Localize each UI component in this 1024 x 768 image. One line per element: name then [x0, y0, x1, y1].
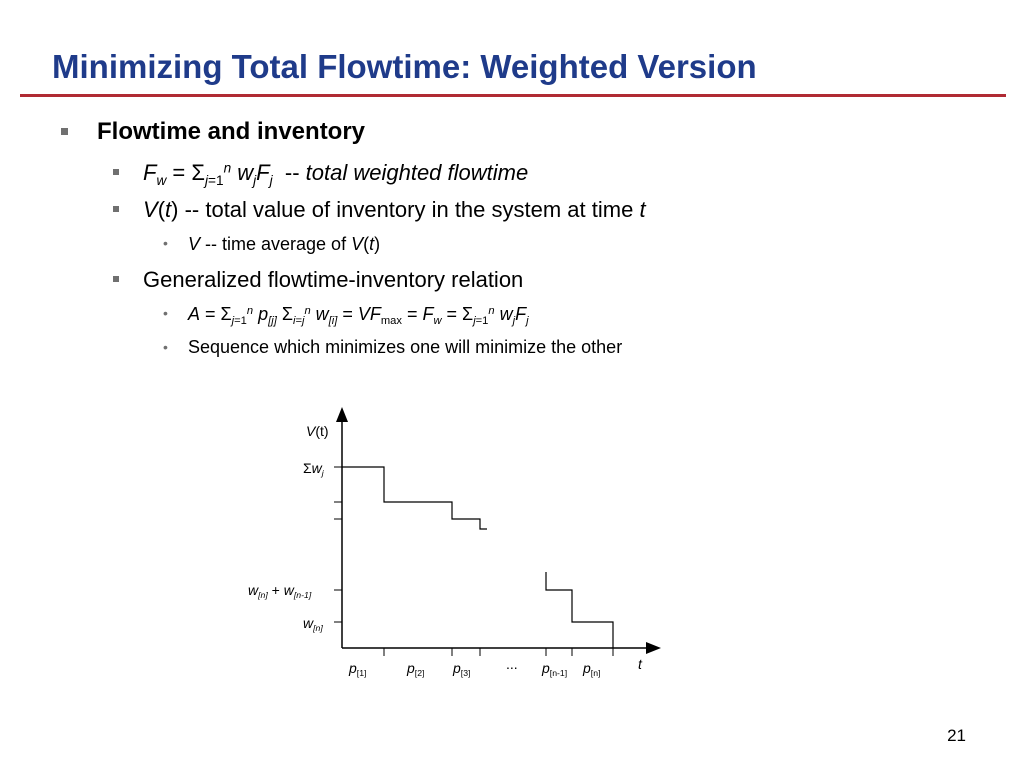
- sigma-symbol: Σ: [191, 160, 205, 185]
- bullet-flowtime-inventory: Flowtime and inventory: [97, 118, 366, 145]
- bullet-generalized-relation: Generalized flowtime-inventory relation: [143, 267, 524, 292]
- bullet-weighted-flowtime: Fw = Σj=1n wjFj -- total weighted flowti…: [143, 160, 529, 188]
- x-label-ellipsis: ...: [506, 656, 518, 672]
- sigma-symbol: Σ: [303, 460, 312, 476]
- step-line-right: [545, 572, 614, 648]
- x-label-pn: p[n]: [583, 660, 601, 679]
- y-label-wn: w[n]: [303, 615, 323, 634]
- bullet-dot-icon: •: [163, 235, 168, 251]
- slide-title: Minimizing Total Flowtime: Weighted Vers…: [52, 48, 757, 85]
- sigma-symbol: Σ: [220, 304, 232, 324]
- x-label-pn1: p[n-1]: [542, 660, 568, 679]
- bullet-square-icon: [113, 206, 119, 212]
- page-number: 21: [947, 726, 966, 745]
- sigma-symbol: Σ: [462, 304, 474, 324]
- bullet-square-icon: [113, 276, 119, 282]
- bullet-square-icon: [113, 169, 119, 175]
- x-label-p1: p[1]: [349, 660, 367, 679]
- bullet-dot-icon: •: [163, 305, 168, 321]
- y-axis-label: V(t): [306, 423, 329, 439]
- bullet-square-icon: [61, 128, 68, 135]
- bullet-inventory-value: V(t) -- total value of inventory in the …: [143, 197, 646, 222]
- bullet-area-formula: A = Σj=1n p[j] Σi=jn w[i] = VFmax = Fw =…: [188, 304, 529, 327]
- bullet-sequence: Sequence which minimizes one will minimi…: [188, 337, 623, 357]
- title-divider: [20, 94, 1006, 97]
- x-label-p3: p[3]: [453, 660, 471, 679]
- bullet-dot-icon: •: [163, 339, 168, 355]
- step-line-left: [342, 466, 487, 530]
- sigma-symbol: Σ: [276, 304, 293, 324]
- x-label-p2: p[2]: [407, 660, 425, 679]
- y-label-wn-plus-wn1: w[n] + w[n-1]: [248, 582, 312, 601]
- x-axis-label: t: [638, 656, 642, 672]
- y-label-sum-wj: Σwj: [303, 460, 324, 479]
- bullet-time-average: V -- time average of V(t): [188, 234, 381, 254]
